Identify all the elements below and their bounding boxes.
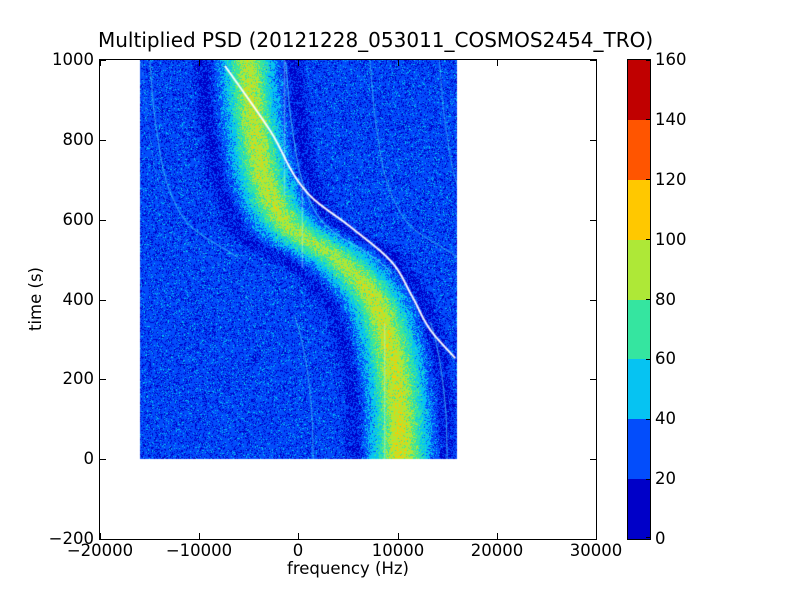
colorbar-band (628, 60, 650, 120)
x-tick (596, 60, 597, 66)
colorbar-band (628, 300, 650, 360)
y-tick-label: 600 (30, 210, 94, 230)
colorbar-tick-label: 40 (655, 409, 699, 429)
y-tick-label: 0 (30, 449, 94, 469)
x-tick (199, 60, 200, 66)
colorbar-tick-label: 0 (655, 529, 699, 549)
x-tick (398, 60, 399, 66)
colorbar-band (628, 120, 650, 180)
y-tick (590, 140, 596, 141)
colorbar-tick (646, 419, 650, 420)
colorbar-band (628, 359, 650, 419)
y-tick (590, 220, 596, 221)
y-tick (590, 459, 596, 460)
colorbar-tick (646, 479, 650, 480)
y-tick (100, 60, 106, 61)
y-tick-label: 200 (30, 369, 94, 389)
heatmap-canvas (100, 60, 596, 539)
colorbar-tick-label: 120 (655, 170, 699, 190)
y-tick (100, 140, 106, 141)
y-tick (590, 379, 596, 380)
colorbar-tick (646, 239, 650, 240)
y-tick-label: 400 (30, 290, 94, 310)
x-tick (497, 60, 498, 66)
colorbar (627, 59, 651, 540)
x-tick-label: −10000 (154, 541, 244, 561)
colorbar-band (628, 419, 650, 479)
chart-title: Multiplied PSD (20121228_053011_COSMOS24… (98, 28, 598, 52)
colorbar-tick (646, 179, 650, 180)
x-tick-label: 0 (253, 541, 343, 561)
y-tick (100, 379, 106, 380)
x-tick (298, 60, 299, 66)
x-tick-label: 30000 (551, 541, 641, 561)
x-tick (298, 533, 299, 539)
y-tick (590, 60, 596, 61)
y-tick (100, 459, 106, 460)
colorbar-tick (646, 537, 650, 538)
y-tick (590, 539, 596, 540)
x-tick-label: 20000 (452, 541, 542, 561)
colorbar-tick-label: 160 (655, 50, 699, 70)
y-tick (590, 300, 596, 301)
y-tick-label: −200 (30, 529, 94, 549)
y-tick-label: 1000 (30, 50, 94, 70)
colorbar-tick (646, 359, 650, 360)
colorbar-tick-label: 80 (655, 290, 699, 310)
plot-axes (99, 59, 597, 540)
x-tick (100, 60, 101, 66)
y-tick (100, 539, 106, 540)
colorbar-band (628, 180, 650, 240)
x-tick (497, 533, 498, 539)
y-tick-label: 800 (30, 130, 94, 150)
colorbar-tick-label: 100 (655, 230, 699, 250)
colorbar-tick (646, 60, 650, 61)
x-tick (398, 533, 399, 539)
colorbar-band (628, 479, 650, 539)
x-tick-label: 10000 (353, 541, 443, 561)
colorbar-tick-label: 20 (655, 469, 699, 489)
colorbar-tick (646, 119, 650, 120)
x-axis-label: frequency (Hz) (98, 559, 598, 578)
figure: Multiplied PSD (20121228_053011_COSMOS24… (0, 0, 800, 600)
colorbar-tick-label: 140 (655, 110, 699, 130)
colorbar-tick-label: 60 (655, 349, 699, 369)
y-tick (100, 300, 106, 301)
colorbar-tick (646, 299, 650, 300)
y-tick (100, 220, 106, 221)
x-tick (199, 533, 200, 539)
colorbar-band (628, 240, 650, 300)
